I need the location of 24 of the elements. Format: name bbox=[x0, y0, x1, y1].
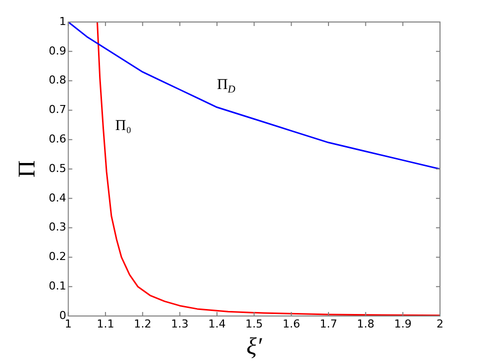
x-tick-label: 1.3 bbox=[171, 317, 189, 330]
y-tick-label: 0.1 bbox=[48, 279, 66, 292]
y-tick-label: 0.5 bbox=[48, 162, 66, 175]
x-tick-label: 1.8 bbox=[356, 317, 374, 330]
y-tick-label: 0.6 bbox=[48, 132, 66, 146]
x-tick-label: 1.1 bbox=[96, 317, 114, 330]
y-tick-label: 0.2 bbox=[48, 250, 66, 264]
x-tick-label: 2 bbox=[436, 317, 444, 330]
x-tick-label: 1.9 bbox=[394, 317, 412, 330]
y-tick-label: 0.9 bbox=[48, 44, 66, 58]
x-axis-title: ξ′ bbox=[246, 334, 263, 360]
y-tick-label: 0.8 bbox=[48, 74, 66, 87]
x-tick-label: 1.5 bbox=[245, 317, 263, 330]
y-tick-label: 0 bbox=[59, 308, 66, 322]
x-tick-label: 1.6 bbox=[282, 317, 300, 330]
x-tick-label: 1.7 bbox=[320, 317, 338, 330]
y-axis-title: Π bbox=[14, 160, 41, 178]
series-label: Π₀ bbox=[115, 118, 132, 134]
x-tick-label: 1.4 bbox=[208, 317, 226, 330]
x-tick-label: 1.2 bbox=[134, 317, 152, 330]
y-tick-label: 0.4 bbox=[48, 191, 66, 204]
y-tick-label: 1 bbox=[59, 14, 66, 28]
y-tick-label: 0.3 bbox=[48, 220, 66, 234]
y-tick-label: 0.7 bbox=[48, 103, 66, 116]
